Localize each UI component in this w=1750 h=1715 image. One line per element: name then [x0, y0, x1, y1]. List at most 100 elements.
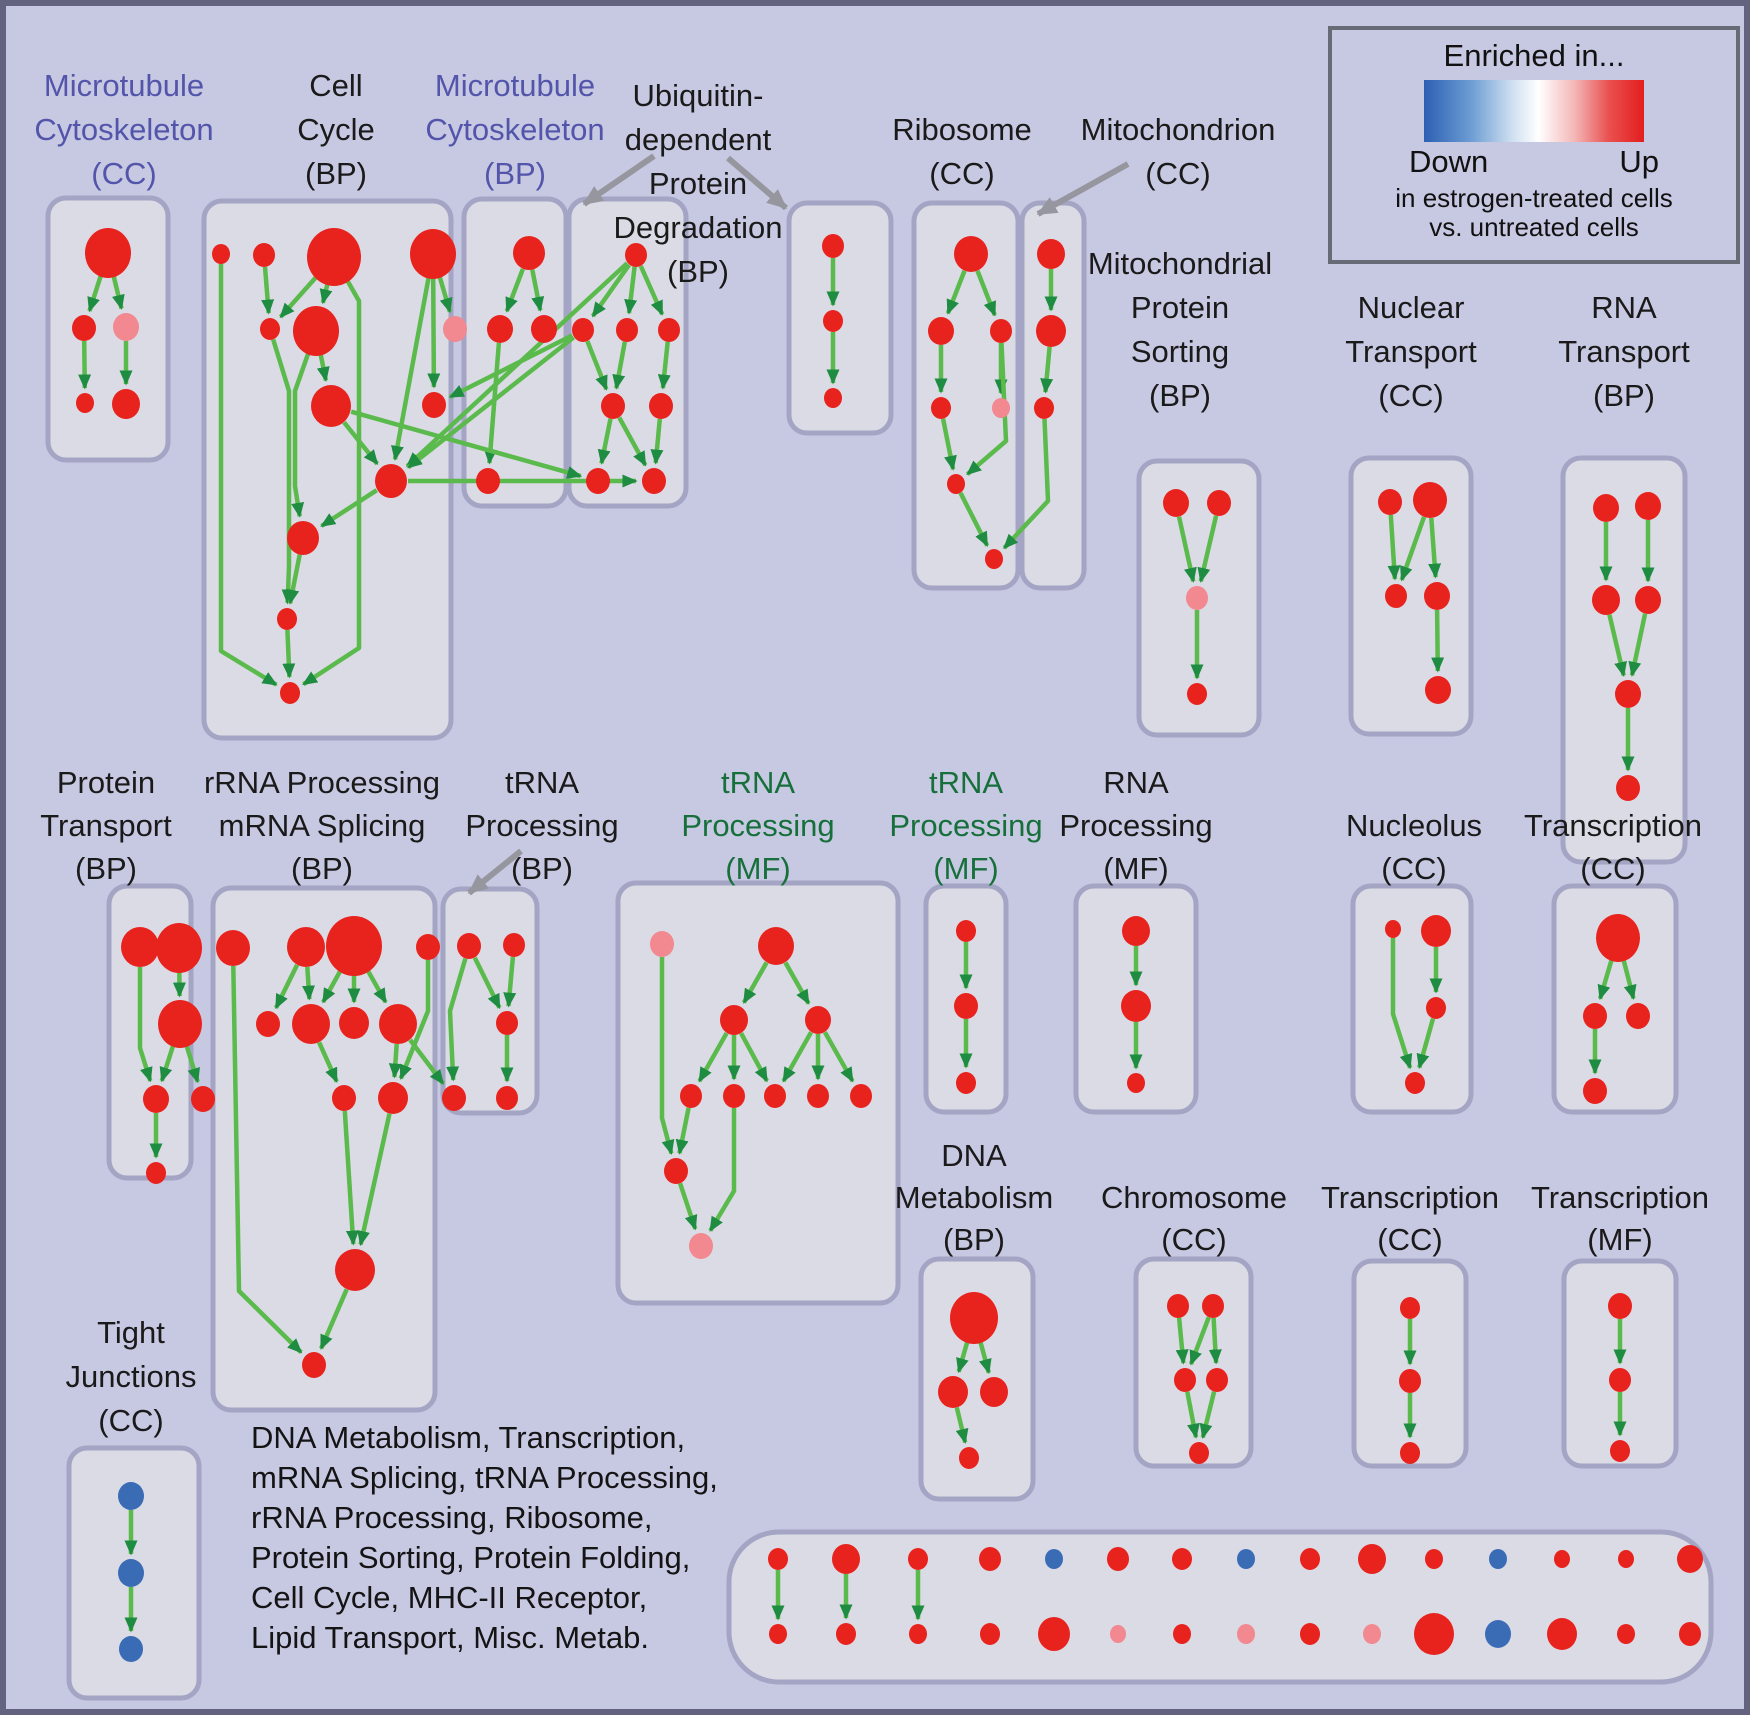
mitochondrial-protein-sorting-bp-label-line: Mitochondrial: [1088, 246, 1272, 281]
ubiquitin-right-pointer: [726, 155, 788, 211]
microtubule-cytoskeleton-cc-edge: [87, 275, 103, 313]
mitochondrial-protein-sorting-bp-label-line: (BP): [1149, 378, 1211, 413]
mixed-terms-strip-box: [726, 1529, 1714, 1685]
dna-metabolism-bp-node-1: [938, 1376, 968, 1408]
cell-cycle-bp-node-2: [307, 228, 361, 286]
rna-processing-mf-node-2: [1127, 1073, 1145, 1093]
trna-processing-mf-large-edge: [781, 1031, 814, 1083]
microtubule-cytoskeleton-bp-label-line: (BP): [484, 156, 546, 191]
cell-cycle-bp-node-8: [422, 392, 446, 418]
transcription-cc-row3-node-2: [1400, 1442, 1420, 1464]
rrna-processing-mrna-splicing-bp-label-line: mRNA Splicing: [219, 808, 426, 843]
ubiquitin-degradation-bp-left-node-0: [625, 243, 647, 267]
ubiquitin-degradation-bp-left-label-line: dependent: [625, 122, 772, 157]
ribosome-cc-edge: [958, 491, 990, 547]
mixed-terms-strip-node-28: [1617, 1624, 1635, 1644]
trna-processing-mf-large-node-10: [689, 1233, 713, 1259]
rrna-processing-mrna-splicing-bp-label-line: (BP): [291, 851, 353, 886]
transcription-cc-row2-node-3: [1583, 1078, 1607, 1104]
ubiquitin-degradation-bp-left-node-3: [658, 318, 680, 342]
rna-processing-mf-label-line: (MF): [1103, 851, 1168, 886]
ribosome-cc-edge: [965, 342, 1009, 476]
trna-processing-mf-large-node-2: [720, 1005, 748, 1035]
ribosome-cc-node-4: [992, 398, 1010, 418]
nuclear-transport-cc-edge: [1387, 514, 1401, 581]
mitochondrion-cc-label-line: Mitochondrion: [1081, 112, 1276, 147]
trna-processing-mf-large-node-3: [805, 1006, 831, 1034]
ribosome-cc-edge: [945, 269, 967, 315]
cell-cycle-bp-node-7: [311, 385, 351, 427]
cell-cycle-bp-edge: [286, 554, 302, 605]
dna-metabolism-bp-label-line: Metabolism: [895, 1180, 1054, 1215]
nucleolus-cc-edge: [1416, 1017, 1436, 1070]
tight-junctions-cc-node-2: [119, 1636, 143, 1662]
mixed-terms-strip-node-7: [1237, 1549, 1255, 1569]
nuclear-transport-cc-node-4: [1425, 676, 1451, 704]
trna-processing-mf-large-node-6: [764, 1084, 786, 1108]
rrna-processing-mrna-splicing-bp-label-line: rRNA Processing: [204, 765, 440, 800]
trna-processing-mf-large-edge: [741, 961, 769, 1004]
trna-bp-pointer: [467, 848, 523, 896]
transcription-cc-row2-box: [1551, 883, 1679, 1115]
nuclear-transport-cc-node-3: [1424, 582, 1450, 610]
microtubule-cytoskeleton-bp-edge: [530, 269, 545, 312]
rrna-processing-mrna-splicing-bp-node-7: [379, 1004, 417, 1044]
rna-transport-bp-node-2: [1592, 585, 1620, 615]
mitochondrion-cc-label-line: (CC): [1145, 156, 1210, 191]
protein-transport-bp-edge: [184, 1045, 200, 1084]
rna-transport-bp-label-line: (BP): [1593, 378, 1655, 413]
trna-processing-bp-node-0: [457, 933, 481, 959]
rrna-processing-mrna-splicing-bp-edge: [317, 1041, 339, 1083]
trna-processing-mf-large-box: [615, 880, 901, 1306]
microtubule-cytoskeleton-cc-node-4: [112, 389, 140, 419]
transcription-cc-row3-node-0: [1400, 1297, 1420, 1319]
trna-processing-mf-large-label-line: (MF): [725, 851, 790, 886]
microtubule-cytoskeleton-cc-node-2: [113, 313, 139, 341]
rna-transport-bp-box: [1560, 455, 1688, 865]
network-figure: Microtubule Cytoskeleton (CC) Cell Cycle (BP)…: [34, 68, 1714, 1701]
rrna-processing-mrna-splicing-bp-node-11: [302, 1352, 326, 1378]
nuclear-transport-cc-label-line: Transport: [1345, 334, 1477, 369]
mitochondrial-protein-sorting-bp-node-1: [1207, 490, 1231, 516]
legend-subtitle-line2: vs. untreated cells: [1429, 212, 1639, 242]
trna-processing-bp-node-4: [496, 1086, 518, 1110]
trna-processing-mf-large-node-1: [758, 927, 794, 965]
mixed-terms-strip-node-3: [979, 1547, 1001, 1571]
rna-processing-mf-node-0: [1122, 916, 1150, 946]
microtubule-cytoskeleton-cc-label-line: Microtubule: [44, 68, 204, 103]
nuclear-transport-cc-edge: [1428, 517, 1442, 579]
mixed-terms-strip-node-21: [1173, 1624, 1191, 1644]
microtubule-cytoskeleton-bp-label-line: Cytoskeleton: [425, 112, 604, 147]
trna-processing-bp-node-3: [442, 1085, 466, 1111]
mitochondrial-protein-sorting-bp-label-line: Protein: [1131, 290, 1229, 325]
cross-box-edge: [408, 1038, 445, 1085]
ubiquitin-degradation-bp-left-edge: [650, 418, 664, 465]
ribosome-cc-node-2: [990, 319, 1012, 343]
microtubule-cytoskeleton-cc-label-line: (CC): [91, 156, 156, 191]
trna-processing-mf-large-node-4: [680, 1084, 702, 1108]
edges-layer: [78, 258, 1655, 1633]
ribosome-cc-node-3: [931, 397, 951, 419]
tight-junctions-cc-label-line: Junctions: [66, 1359, 197, 1394]
chromosome-cc-label-line: (CC): [1161, 1222, 1226, 1257]
mixed-terms-strip-node-8: [1300, 1548, 1320, 1570]
trna-processing-mf-large-label-line: tRNA: [721, 765, 795, 800]
ribosome-cc-node-1: [928, 317, 954, 345]
rrna-processing-mrna-splicing-bp-edge: [357, 1113, 392, 1247]
microtubule-cytoskeleton-cc-edge: [111, 275, 125, 310]
pointer-arrows-layer: [467, 153, 1130, 896]
chromosome-cc-node-0: [1167, 1294, 1189, 1318]
nucleolus-cc-node-1: [1421, 915, 1451, 947]
rrna-processing-mrna-splicing-bp-edge: [319, 1288, 349, 1350]
chromosome-cc-edge: [1188, 1316, 1211, 1366]
rrna-processing-mrna-splicing-bp-edge: [388, 1043, 402, 1079]
trna-processing-mf-large-edge: [739, 1032, 769, 1083]
nucleolus-cc-node-3: [1405, 1072, 1425, 1094]
rna-transport-bp-edge: [1628, 613, 1648, 677]
transcription-cc-row2-node-1: [1583, 1003, 1607, 1029]
chromosome-cc-edge: [1175, 1317, 1189, 1365]
chromosome-cc-edge: [1208, 1317, 1222, 1365]
mixed-terms-strip-node-17: [909, 1624, 927, 1644]
ubiquitin-degradation-bp-left-edge: [638, 265, 665, 316]
trna-processing-mf-large-label-line: Processing: [681, 808, 834, 843]
